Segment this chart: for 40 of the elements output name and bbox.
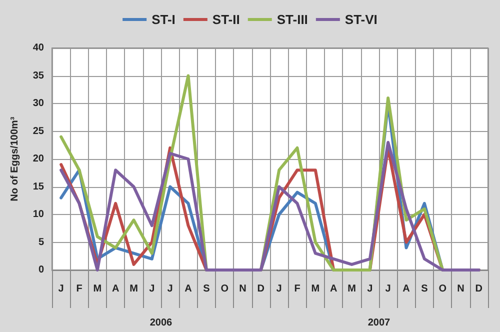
- x-tick-label: M: [311, 284, 320, 294]
- x-tick-label: A: [402, 284, 410, 294]
- y-tick-label: 30: [32, 98, 44, 109]
- x-tick-label: J: [276, 284, 282, 294]
- y-tick-label: 5: [38, 236, 44, 248]
- legend-label: ST-VI: [344, 12, 378, 27]
- y-tick-label: 15: [32, 181, 44, 192]
- x-tick-label: A: [184, 284, 192, 294]
- x-tick-label: J: [58, 284, 64, 294]
- x-tick-label: J: [367, 284, 373, 294]
- x-tick-label: J: [167, 284, 173, 294]
- y-tick-label: 20: [32, 154, 44, 164]
- x-tick-label: A: [112, 284, 120, 294]
- x-tick-label: N: [457, 284, 464, 294]
- x-tick-label: S: [421, 284, 428, 294]
- y-tick-label: 0: [38, 264, 44, 276]
- y-tick-label: 35: [32, 70, 44, 82]
- x-tick-label: J: [385, 284, 391, 294]
- y-tick-label: 40: [32, 42, 44, 54]
- y-tick-label: 25: [32, 126, 44, 137]
- x-tick-label: S: [203, 284, 210, 294]
- x-tick-label: O: [220, 284, 229, 294]
- legend-label: ST-I: [152, 12, 176, 27]
- x-tick-label: F: [76, 284, 82, 294]
- text: 2007: [368, 318, 391, 328]
- x-tick-label: D: [475, 284, 483, 294]
- y-axis-title: No of Eggs/100m³: [10, 116, 20, 202]
- x-tick-label: F: [294, 284, 300, 294]
- x-tick-label: O: [438, 284, 447, 294]
- text: 2006: [150, 318, 173, 328]
- legend-label: ST-III: [276, 12, 308, 27]
- legend-label: ST-II: [212, 12, 240, 27]
- x-tick-label: N: [239, 284, 246, 294]
- x-tick-label: D: [257, 284, 265, 294]
- x-tick-label: A: [330, 284, 338, 294]
- y-tick-label: 10: [32, 209, 44, 220]
- x-tick-label: M: [348, 284, 356, 294]
- x-tick-label: M: [93, 284, 102, 294]
- x-tick-label: J: [149, 284, 155, 294]
- x-tick-label: M: [130, 284, 138, 294]
